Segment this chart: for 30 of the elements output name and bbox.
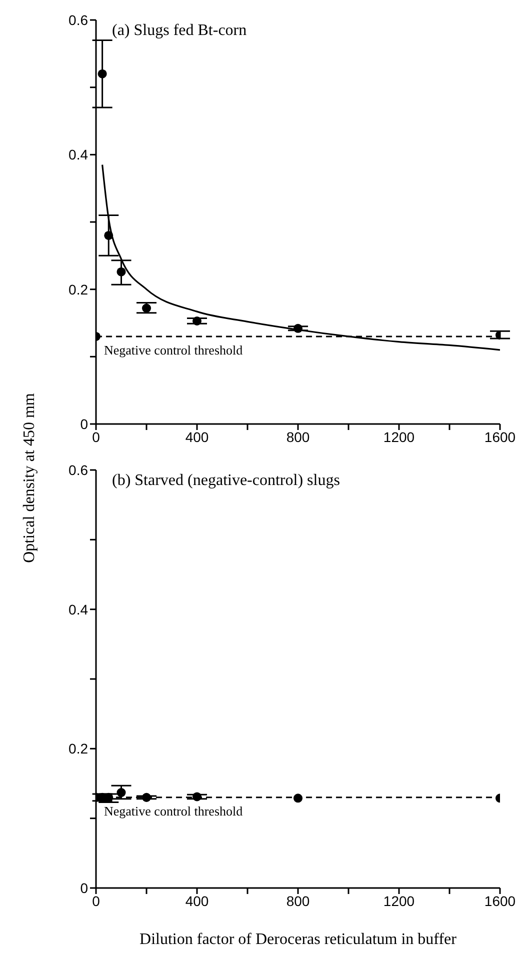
y-tick-label: 0.4 xyxy=(68,601,88,618)
x-axis-title: Dilution factor of Deroceras reticulatum in buffer xyxy=(140,931,458,948)
y-axis-title: Optical density at 450 mm xyxy=(21,393,39,563)
x-tick-label: 800 xyxy=(286,892,310,909)
x-tick-label: 400 xyxy=(185,892,209,909)
point xyxy=(116,267,126,276)
x-tick-label: 1200 xyxy=(383,428,415,445)
point xyxy=(192,316,202,326)
x-tick-label: 1600 xyxy=(484,428,516,445)
point xyxy=(142,304,152,313)
x-tick-label: 1600 xyxy=(484,892,516,909)
x-tick-label: 800 xyxy=(286,428,310,445)
x-tick-label: 0 xyxy=(92,892,100,909)
ref-line-label: Negative control threshold xyxy=(104,803,244,818)
point xyxy=(293,324,303,333)
x-tick-label: 400 xyxy=(185,428,209,445)
y-tick-label: 0 xyxy=(80,416,88,432)
ref-line-label: Negative control threshold xyxy=(104,342,244,358)
x-tick-label: 1200 xyxy=(383,892,415,909)
y-tick-label: 0.4 xyxy=(68,146,88,163)
point xyxy=(104,230,114,240)
y-tick-label: 0.6 xyxy=(68,12,88,28)
y-tick-label: 0.6 xyxy=(68,462,88,478)
chart-title: (a) Slugs fed Bt-corn xyxy=(112,22,247,40)
y-tick-label: 0.2 xyxy=(68,281,88,298)
x-tick-label: 0 xyxy=(92,428,100,445)
y-tick-label: 0 xyxy=(80,880,88,896)
point xyxy=(98,69,107,78)
y-tick-label: 0.2 xyxy=(68,740,88,757)
chart-title: (b) Starved (negative-control) slugs xyxy=(112,472,340,490)
